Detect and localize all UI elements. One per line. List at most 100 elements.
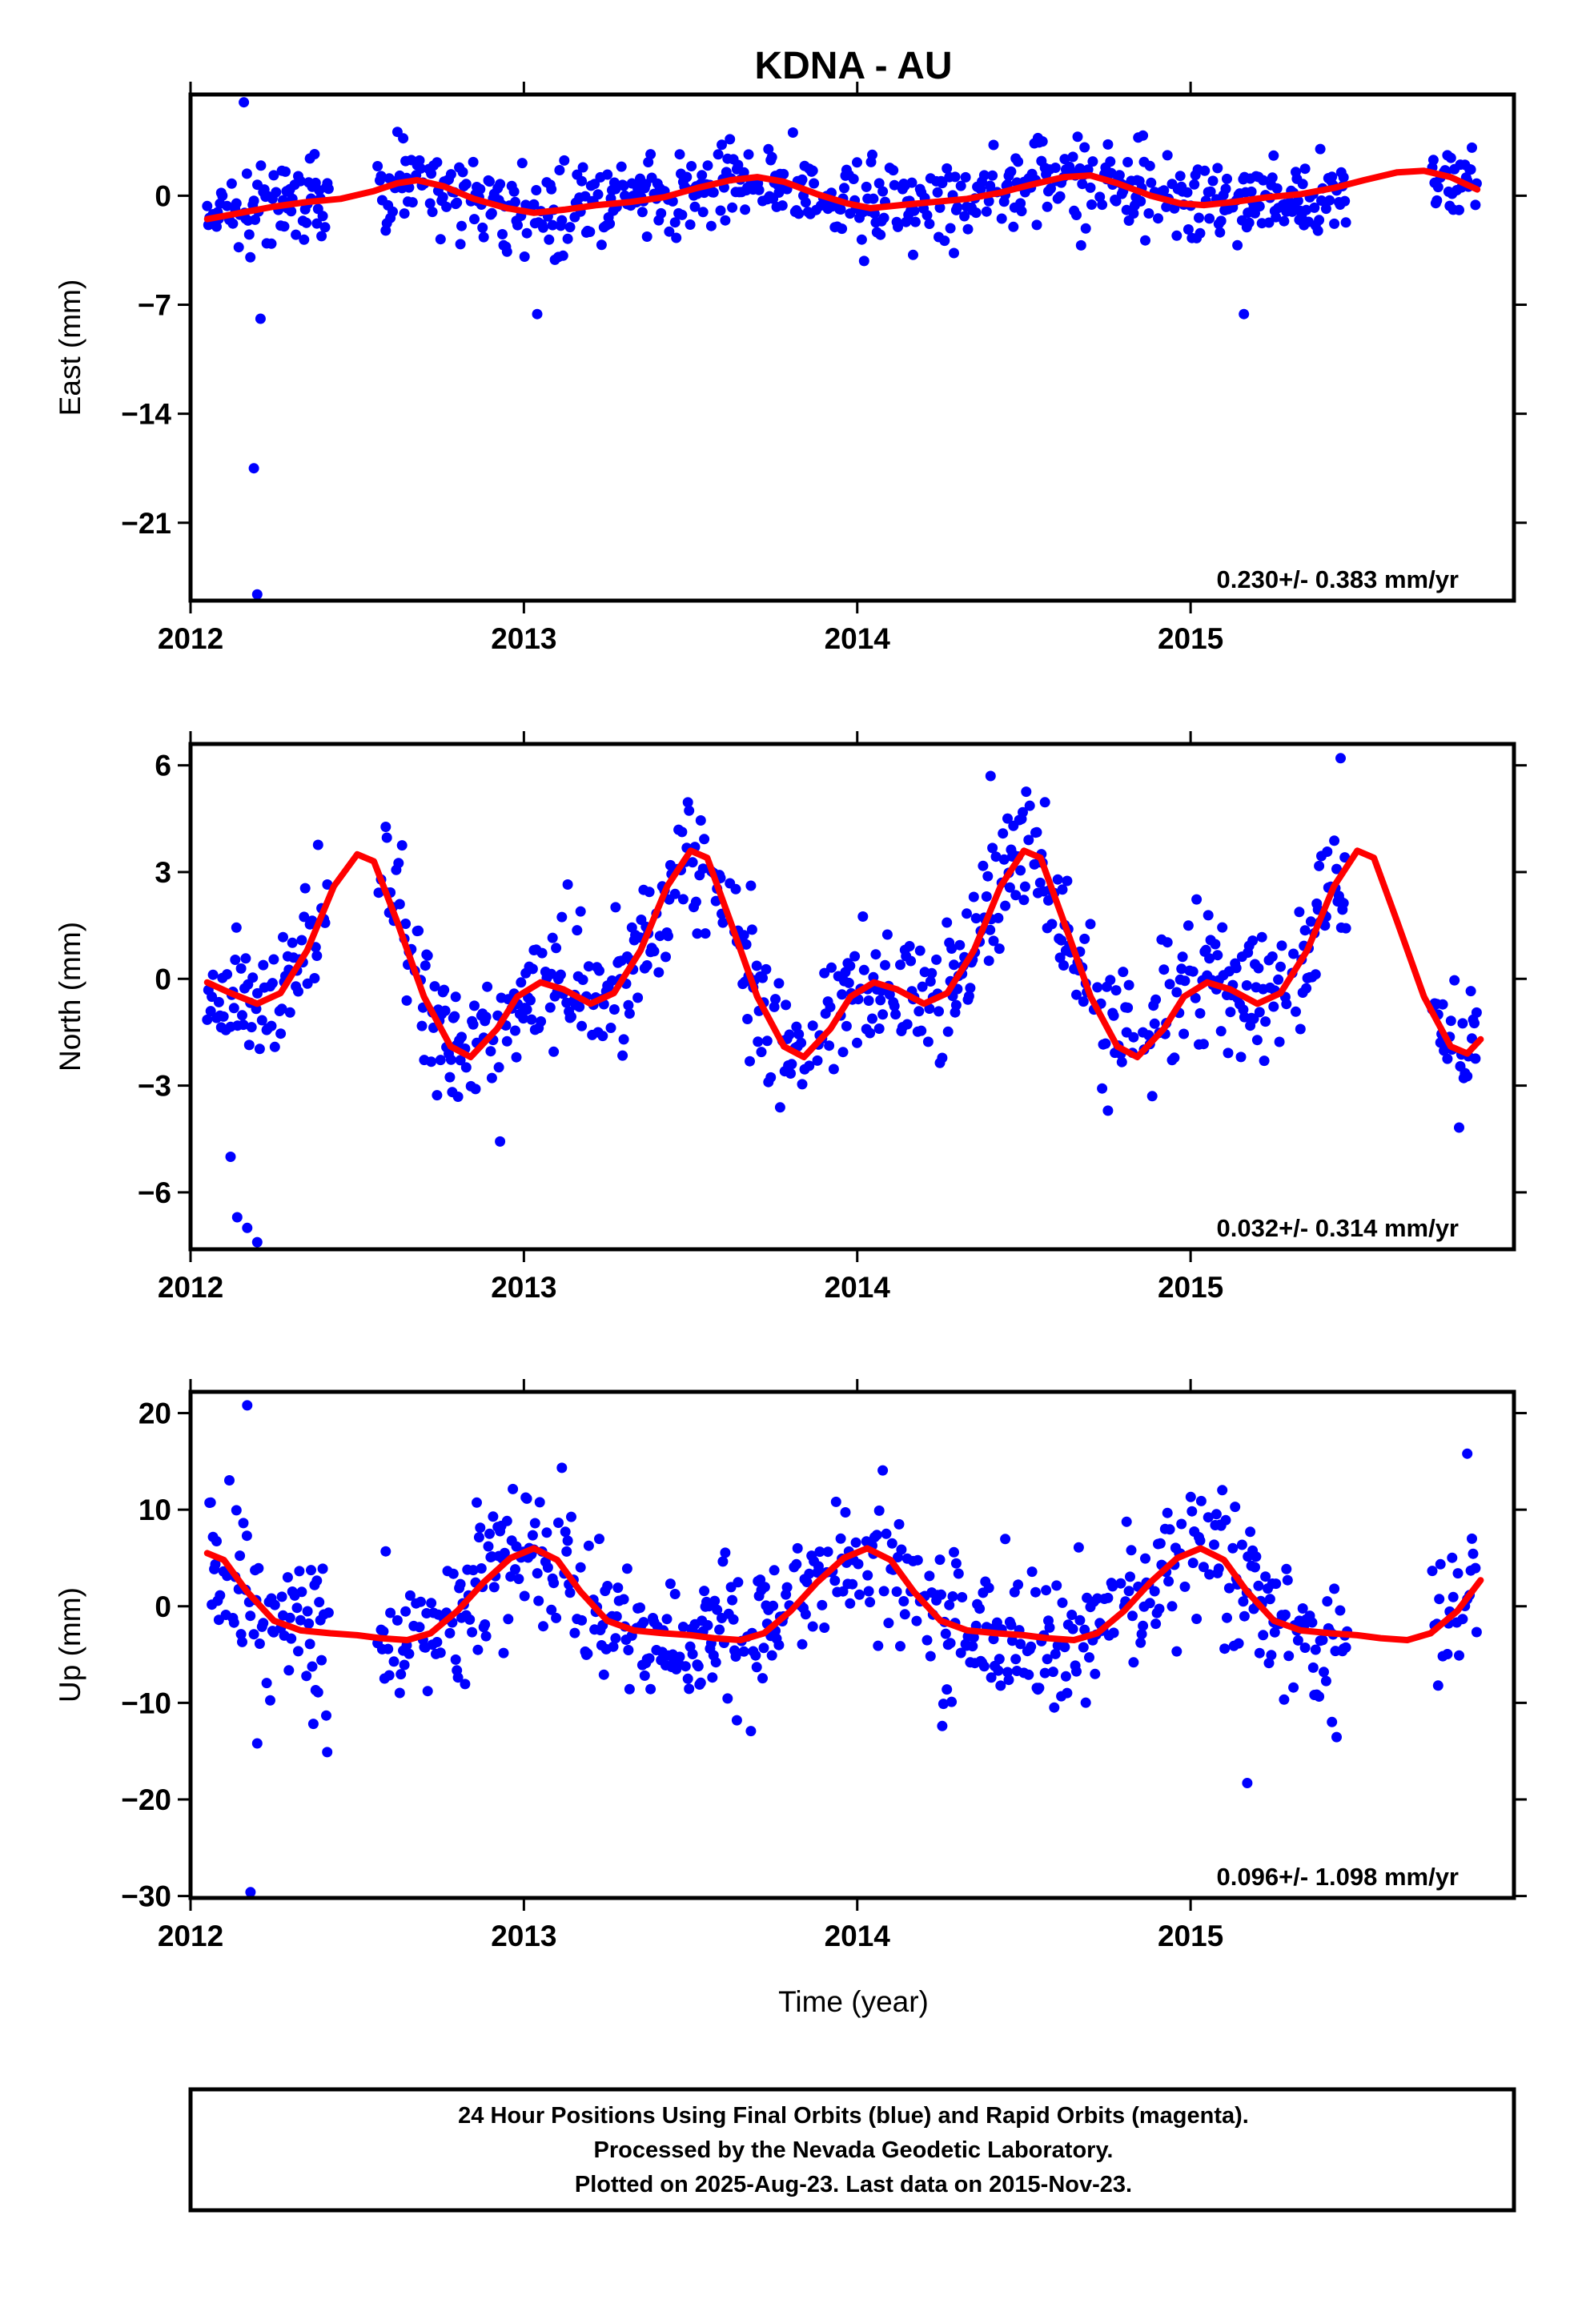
data-point [759,1582,770,1593]
data-point [311,218,323,229]
data-point [1294,907,1305,918]
data-point [248,195,259,207]
data-point [993,1665,1004,1676]
data-point [577,975,588,985]
data-point [1110,985,1122,996]
data-point [1279,1694,1290,1705]
data-point [753,184,765,195]
data-point [574,1001,585,1012]
data-point [1204,1569,1215,1580]
data-point [1121,1516,1132,1527]
data-point [444,1627,456,1638]
data-point [1212,950,1223,961]
data-point [733,1577,744,1588]
data-point [254,1043,265,1055]
up-panel: 20 10 0 −10 −20 −30 2012 2013 2014 2015 Up (mm) 0.0… [54,1379,1527,1952]
data-point [284,1612,295,1623]
data-point [715,205,726,216]
data-point [222,969,233,980]
y-tick-label: −14 [121,398,171,431]
data-point [693,1661,704,1672]
data-point [689,201,701,212]
data-point [697,170,708,181]
data-point [1470,199,1481,211]
data-point [1016,206,1027,217]
data-point [1115,1578,1126,1589]
data-point [983,195,994,207]
data-point [1274,1036,1285,1047]
data-point [845,1598,856,1609]
data-point [770,994,781,1005]
data-point [852,1037,862,1048]
data-point [873,1505,885,1516]
data-point [1123,979,1134,991]
data-point [669,217,681,228]
data-point [677,209,688,220]
data-point [225,1152,236,1162]
data-point [946,943,958,954]
data-point [413,925,424,936]
data-point [856,234,867,245]
data-point [597,1031,608,1042]
data-point [424,198,436,209]
x-tick-label: 2015 [1158,1271,1223,1304]
data-point [314,1597,325,1608]
data-point [661,1614,673,1625]
data-point [1470,1562,1481,1574]
data-point [1080,223,1091,234]
data-point [1078,1642,1089,1653]
data-point [765,1072,777,1083]
data-point [773,1639,785,1651]
north-rate-label: 0.032+/- 0.314 mm/yr [1217,1214,1459,1242]
data-point [800,1609,811,1620]
data-point [1178,1028,1190,1039]
data-point [697,863,709,875]
data-point [266,238,277,249]
data-point [207,991,218,1003]
data-point [623,1645,634,1655]
data-point [1220,183,1231,195]
data-point [575,1562,586,1573]
data-point [381,832,392,843]
data-point [639,1670,650,1681]
data-point [1034,877,1046,888]
data-point [886,1538,897,1549]
data-point [1251,1551,1262,1562]
north-plot-frame [188,742,1516,1252]
data-point [307,1719,319,1730]
data-point [888,165,899,176]
data-point [427,207,438,218]
data-point [291,229,302,240]
data-point [561,1546,572,1557]
data-point [559,155,570,166]
data-point [644,887,655,898]
y-tick-label: −20 [121,1783,171,1816]
data-point [510,1025,520,1036]
data-point [986,1672,997,1683]
data-point [925,976,936,987]
data-point [835,1533,846,1544]
data-point [468,1565,479,1576]
data-point [1042,1654,1053,1665]
data-point [913,1006,925,1017]
data-point [267,978,278,989]
data-point [1220,1514,1231,1526]
data-point [460,1062,472,1073]
data-point [456,220,467,231]
data-point [279,221,290,232]
data-point [452,1672,464,1683]
data-point [210,1558,221,1570]
data-point [954,939,966,951]
footer-frame [188,2087,1516,2213]
data-point [800,197,811,208]
data-point [544,1002,556,1013]
data-point [222,200,233,211]
data-point [1263,1658,1275,1669]
data-point [955,1647,966,1659]
data-point [710,895,721,907]
data-point [1309,202,1320,213]
data-point [1015,1638,1026,1650]
data-point [1171,987,1182,998]
data-point [949,1546,959,1558]
data-point [202,1014,213,1025]
